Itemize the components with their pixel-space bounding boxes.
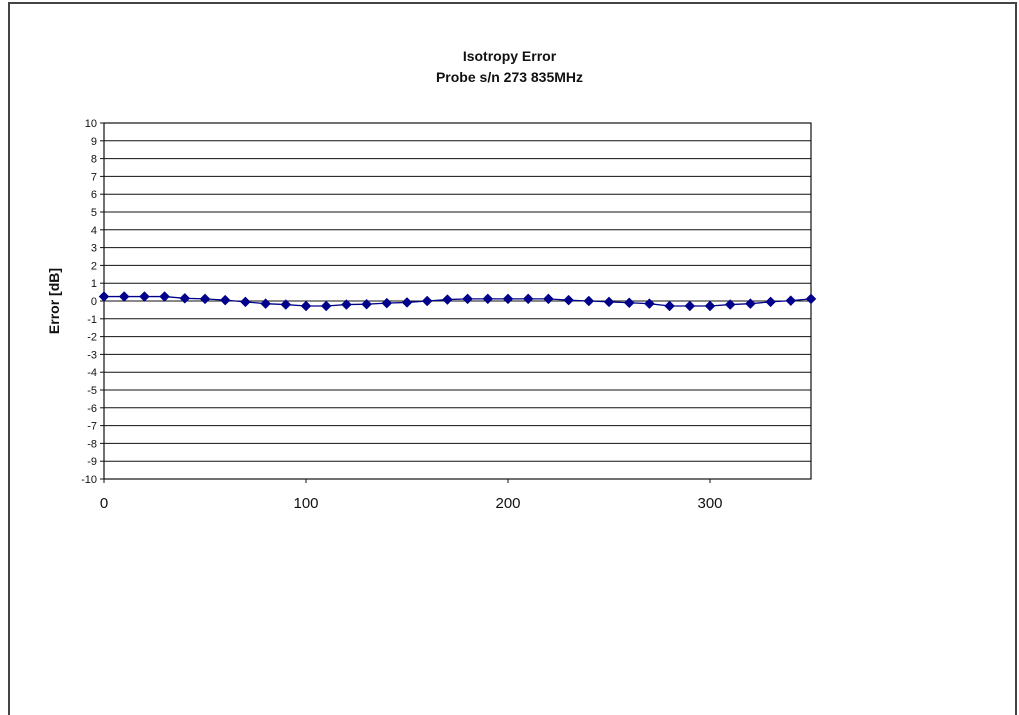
y-tick-label: -4 <box>87 367 97 379</box>
data-point-marker <box>98 291 110 302</box>
y-tick-label: 1 <box>91 278 97 290</box>
data-point-marker <box>543 293 554 305</box>
y-tick-label: 2 <box>91 260 97 272</box>
y-tick-label: -3 <box>87 349 97 361</box>
data-point-marker <box>765 296 776 308</box>
data-point-marker <box>583 295 595 307</box>
data-point-marker <box>482 293 494 305</box>
data-point-marker <box>603 296 615 308</box>
data-point-marker <box>684 300 696 312</box>
x-tick-label: 0 <box>100 495 108 512</box>
data-point-marker <box>219 294 231 306</box>
data-point-marker <box>623 297 635 309</box>
y-tick-label: 4 <box>91 225 97 237</box>
y-tick-label: -9 <box>87 456 97 468</box>
data-point-marker <box>745 298 756 310</box>
y-tick-label: 5 <box>91 207 97 219</box>
x-tick-label: 300 <box>697 495 722 512</box>
chart-subtitle: Probe s/n 273 835MHz <box>435 69 584 85</box>
data-point-marker <box>704 300 716 312</box>
data-point-marker <box>159 291 170 302</box>
data-point-marker <box>421 295 433 307</box>
data-point-marker <box>522 293 534 305</box>
data-point-marker <box>240 296 251 308</box>
data-point-marker <box>300 300 312 312</box>
data-point-marker <box>280 299 292 310</box>
data-point-marker <box>805 293 817 305</box>
data-point-marker <box>320 300 332 312</box>
data-point-marker <box>361 298 372 310</box>
data-point-marker <box>260 298 271 310</box>
gridlines <box>100 122 811 483</box>
y-tick-label: -7 <box>87 421 97 433</box>
data-point-marker <box>199 293 211 305</box>
y-tick-label: -1 <box>87 314 97 326</box>
x-tick-label: 200 <box>495 495 520 512</box>
data-point-marker <box>644 298 655 310</box>
y-tick-label: -2 <box>87 332 97 344</box>
data-point-marker <box>664 300 675 312</box>
data-point-marker <box>401 297 413 308</box>
y-tick-label: 3 <box>91 243 97 255</box>
data-point-marker <box>179 292 191 304</box>
x-tick-label: 100 <box>293 495 318 512</box>
data-point-marker <box>139 291 150 302</box>
data-point-marker <box>502 293 514 305</box>
series-layer <box>98 291 817 312</box>
y-tick-label: 9 <box>91 136 97 148</box>
x-tick-labels: 0 100 200 300 <box>100 495 723 512</box>
y-tick-label: -10 <box>81 474 97 486</box>
data-point-marker <box>442 294 453 305</box>
chart-frame <box>8 2 1017 715</box>
y-tick-label: 7 <box>91 171 97 183</box>
y-tick-label: 0 <box>91 296 97 308</box>
y-tick-label: 8 <box>91 154 97 166</box>
y-tick-label: -6 <box>87 403 97 415</box>
data-point-marker <box>118 291 130 302</box>
y-tick-label: -5 <box>87 385 97 397</box>
data-point-marker <box>462 293 473 305</box>
data-point-marker <box>563 294 574 306</box>
y-axis-label: Error [dB] <box>46 268 62 334</box>
chart-title: Isotropy Error <box>462 48 557 64</box>
y-tick-label: 10 <box>85 118 97 130</box>
data-point-marker <box>381 297 393 309</box>
y-tick-label: 6 <box>91 189 97 201</box>
y-tick-label: -8 <box>87 438 97 450</box>
data-point-marker <box>785 295 797 306</box>
data-point-marker <box>341 299 352 310</box>
data-point-marker <box>724 299 736 310</box>
